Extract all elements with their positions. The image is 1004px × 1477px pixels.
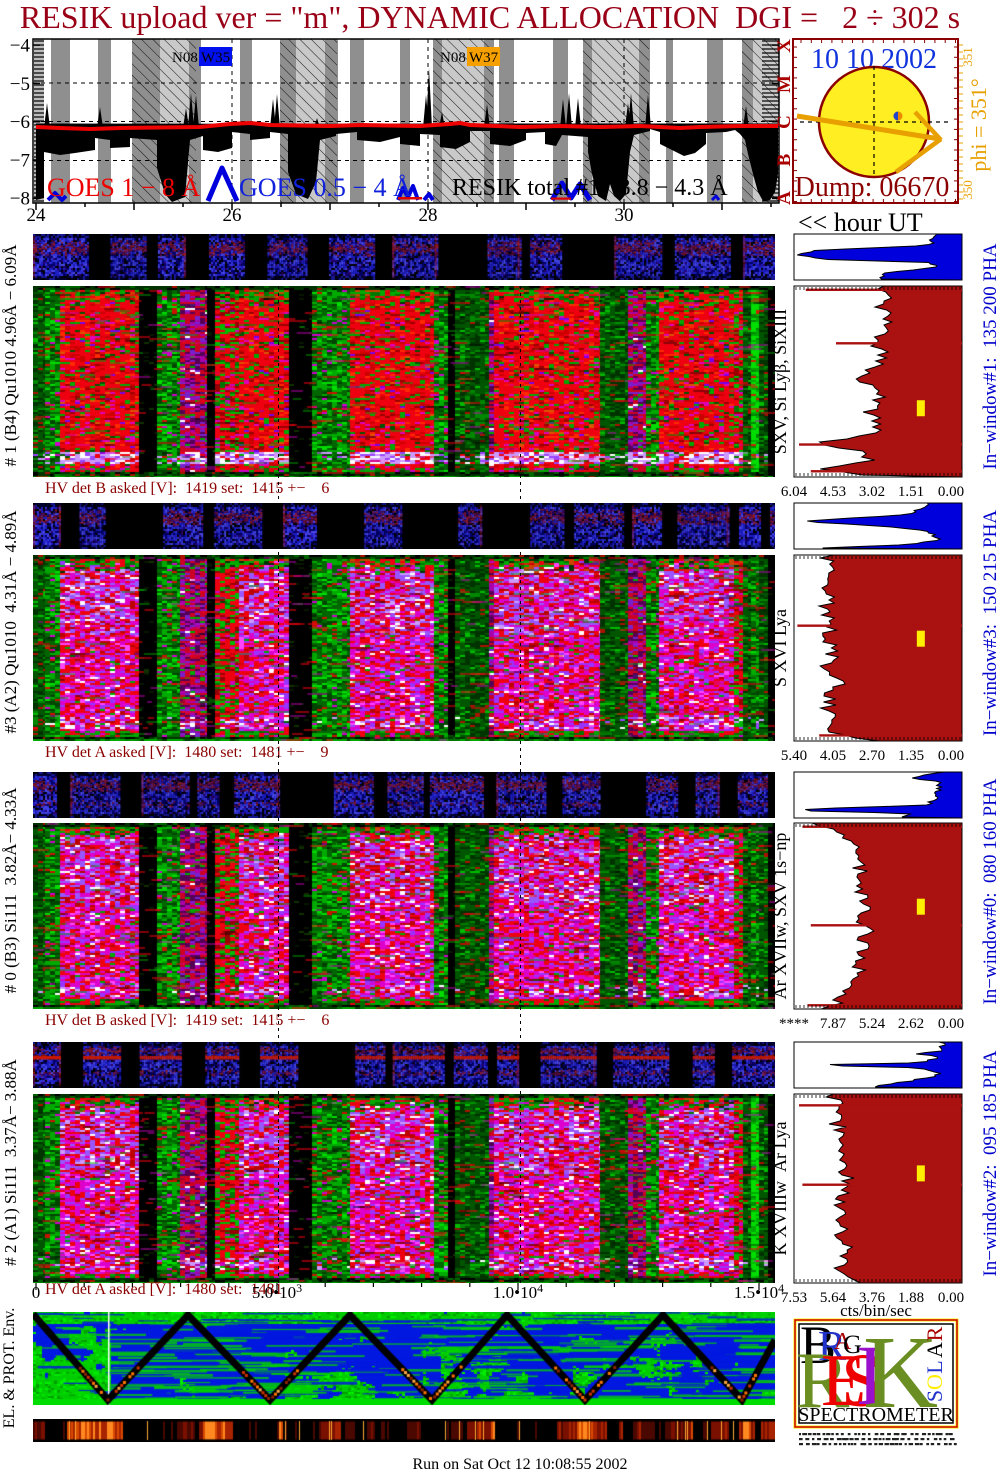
svg-text:6.04: 6.04: [781, 484, 808, 500]
svg-text:Dump: 06670: Dump: 06670: [795, 172, 950, 203]
svg-text:SPECTROMETER: SPECTROMETER: [798, 1404, 954, 1426]
svg-text:K XVIIIw Ar Lya: K XVIIIw Ar Lya: [770, 1122, 790, 1256]
svg-text:HV det B asked [V]: 1419 set:: HV det B asked [V]: 1419 set: 1415 +− 6: [45, 480, 329, 497]
svg-text:W35: W35: [201, 50, 230, 66]
svg-text:In−window#0: 080 160 PHA: In−window#0: 080 160 PHA: [980, 778, 1001, 1004]
svg-text:3.76: 3.76: [859, 1290, 886, 1306]
svg-text:HV det A asked [V]: 1480 set:: HV det A asked [V]: 1480 set: 1481 +− 9: [45, 744, 329, 761]
svg-text:HV det A asked [V]: 1480 set:: HV det A asked [V]: 1480 set: 1481: [45, 1281, 282, 1298]
svg-text:7.53: 7.53: [781, 1290, 807, 1306]
svg-text:****: ****: [779, 1016, 809, 1032]
svg-text:24: 24: [27, 205, 47, 226]
svg-text:1.35: 1.35: [898, 748, 924, 764]
svg-text:RESIK total #1: 3.8 − 4.3 Å: RESIK total #1: 3.8 − 4.3 Å: [452, 175, 728, 201]
svg-text:351: 351: [960, 47, 975, 67]
svg-text:M: M: [774, 75, 795, 93]
svg-text:0: 0: [32, 1283, 41, 1302]
svg-text:0.00: 0.00: [938, 484, 964, 500]
svg-text:I: I: [856, 1327, 885, 1423]
svg-text:O: O: [922, 1374, 947, 1390]
svg-text:L: L: [922, 1360, 947, 1373]
svg-text:−8: −8: [10, 189, 30, 210]
svg-text:<< hour UT: << hour UT: [798, 208, 923, 237]
svg-text:5.0•103: 5.0•103: [252, 1281, 302, 1302]
svg-text:K: K: [863, 1315, 938, 1430]
svg-text:0.00: 0.00: [938, 748, 964, 764]
svg-text:RESIK upload ver = "m", DYNAMI: RESIK upload ver = "m", DYNAMIC ALLOCATI…: [20, 0, 960, 35]
svg-text:cts/bin/sec: cts/bin/sec: [840, 1301, 912, 1320]
svg-text:A: A: [922, 1342, 947, 1358]
svg-text:GOES 1 − 8 Å: GOES 1 − 8 Å: [47, 173, 201, 202]
svg-text:5.64: 5.64: [820, 1290, 847, 1306]
svg-text:HV det B asked [V]: 1419 set:: HV det B asked [V]: 1419 set: 1415 +− 6: [45, 1012, 329, 1029]
svg-text:In−window#1: 135 200 PHA: In−window#1: 135 200 PHA: [980, 243, 1001, 469]
svg-text:26: 26: [223, 205, 242, 226]
svg-text:Run on Sat Oct 12 10:08:55 200: Run on Sat Oct 12 10:08:55 2002: [412, 1456, 627, 1473]
svg-text:1.5•104: 1.5•104: [734, 1281, 784, 1302]
svg-text:0.00: 0.00: [938, 1290, 964, 1306]
svg-text:A: A: [774, 191, 795, 205]
svg-text:−6: −6: [10, 112, 30, 133]
svg-text:4.53: 4.53: [820, 484, 846, 500]
svg-text:28: 28: [419, 205, 438, 226]
svg-text:B: B: [774, 153, 795, 166]
svg-text:30: 30: [615, 205, 634, 226]
svg-text:EL. & PROT. Env.: EL. & PROT. Env.: [1, 1308, 18, 1428]
svg-text:S: S: [841, 1339, 883, 1423]
svg-text:S XVI Lya: S XVI Lya: [770, 609, 790, 687]
svg-text:−7: −7: [10, 150, 30, 171]
svg-text:5.40: 5.40: [781, 748, 807, 764]
svg-text:# 2 (A1) Si111 3.37Å− 3.88Å: # 2 (A1) Si111 3.37Å− 3.88Å: [1, 1058, 20, 1265]
svg-text:In−window#3: 150 215 PHA: In−window#3: 150 215 PHA: [980, 510, 1001, 736]
svg-text:2.62: 2.62: [898, 1016, 924, 1032]
svg-text:G: G: [843, 1330, 862, 1359]
svg-text:X: X: [774, 39, 795, 53]
svg-text:N08: N08: [440, 50, 466, 66]
svg-text:4.05: 4.05: [820, 748, 846, 764]
svg-text:R: R: [922, 1326, 947, 1341]
svg-text:W37: W37: [469, 50, 499, 66]
svg-text:5.24: 5.24: [859, 1016, 886, 1032]
svg-text:In−window#2: 095 185 PHA: In−window#2: 095 185 PHA: [980, 1050, 1001, 1276]
svg-text:phi = 351°: phi = 351°: [966, 78, 991, 171]
svg-text:1.88: 1.88: [898, 1290, 924, 1306]
svg-text:B: B: [800, 1315, 836, 1375]
svg-text:0.00: 0.00: [938, 1016, 964, 1032]
svg-text:E: E: [821, 1340, 866, 1422]
svg-text:3.02: 3.02: [859, 484, 885, 500]
svg-text:N08: N08: [172, 50, 198, 66]
svg-text:−5: −5: [10, 74, 30, 95]
svg-text:# 1 (B4) Qu1010 4.96Å − 6.09Å: # 1 (B4) Qu1010 4.96Å − 6.09Å: [1, 244, 20, 467]
svg-text:C: C: [774, 115, 795, 129]
svg-text:S: S: [922, 1390, 947, 1402]
svg-text:GOES 0.5 − 4 Å: GOES 0.5 − 4 Å: [239, 173, 412, 202]
svg-text:# 0 (B3) Si111 3.82Å− 4.33Å: # 0 (B3) Si111 3.82Å− 4.33Å: [1, 787, 20, 993]
svg-text:R: R: [796, 1337, 850, 1425]
svg-text:2.70: 2.70: [859, 748, 885, 764]
svg-text:350: 350: [960, 180, 975, 200]
svg-text:1.51: 1.51: [898, 484, 924, 500]
svg-text:A: A: [834, 1329, 852, 1355]
svg-text:#3 (A2) Qu1010 4.31Å − 4.89Å: #3 (A2) Qu1010 4.31Å − 4.89Å: [1, 510, 20, 734]
svg-text:7.87: 7.87: [820, 1016, 847, 1032]
svg-text:SXV, Si Lyβ, SiXIII: SXV, Si Lyβ, SiXIII: [770, 309, 790, 454]
svg-text:−4: −4: [10, 36, 31, 57]
svg-text:1.0•104: 1.0•104: [493, 1281, 543, 1302]
svg-text:Ar XVIIw, SXV 1s−np: Ar XVIIw, SXV 1s−np: [770, 833, 790, 1000]
svg-text:R: R: [818, 1324, 846, 1370]
